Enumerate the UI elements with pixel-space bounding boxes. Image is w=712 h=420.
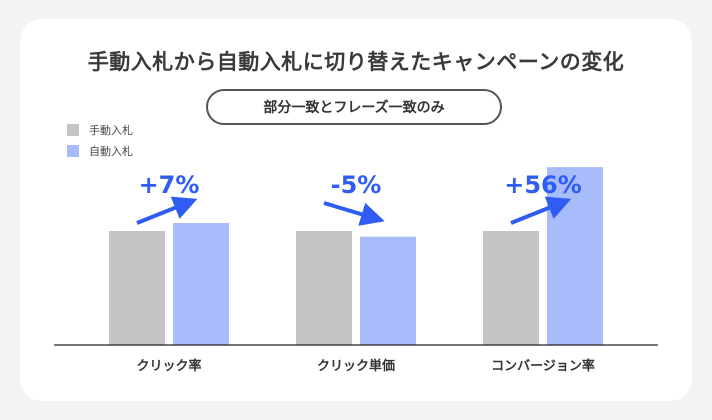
legend-item-auto: 自動入札 [67, 140, 133, 161]
bar-auto-1 [360, 236, 416, 345]
legend: 手動入札 自動入札 [67, 119, 133, 161]
category-label-2: コンバージョン率 [491, 358, 595, 374]
legend-label-manual: 手動入札 [89, 123, 133, 137]
legend-swatch-auto [67, 144, 79, 157]
change-annotation-0: +7% [139, 171, 200, 199]
bar-auto-0 [173, 223, 229, 345]
change-annotation-1: -5% [331, 171, 382, 199]
bar-manual-1 [296, 231, 352, 345]
trend-arrow-icon-1 [323, 201, 385, 226]
legend-item-manual: 手動入札 [67, 119, 133, 140]
legend-label-auto: 自動入札 [89, 144, 133, 158]
trend-arrow-icon-2 [510, 196, 572, 225]
category-label-0: クリック率 [136, 358, 201, 374]
chart-title: 手動入札から自動入札に切り替えたキャンペーンの変化 [87, 50, 625, 74]
trend-arrow-icon-0 [136, 196, 198, 225]
change-annotation-2: +56% [504, 171, 582, 199]
legend-swatch-manual [67, 123, 79, 136]
bar-manual-0 [109, 231, 165, 345]
subtitle-pill: 部分一致とフレーズ一致のみ [206, 89, 502, 125]
bar-manual-2 [483, 231, 539, 345]
category-label-1: クリック単価 [317, 358, 395, 374]
